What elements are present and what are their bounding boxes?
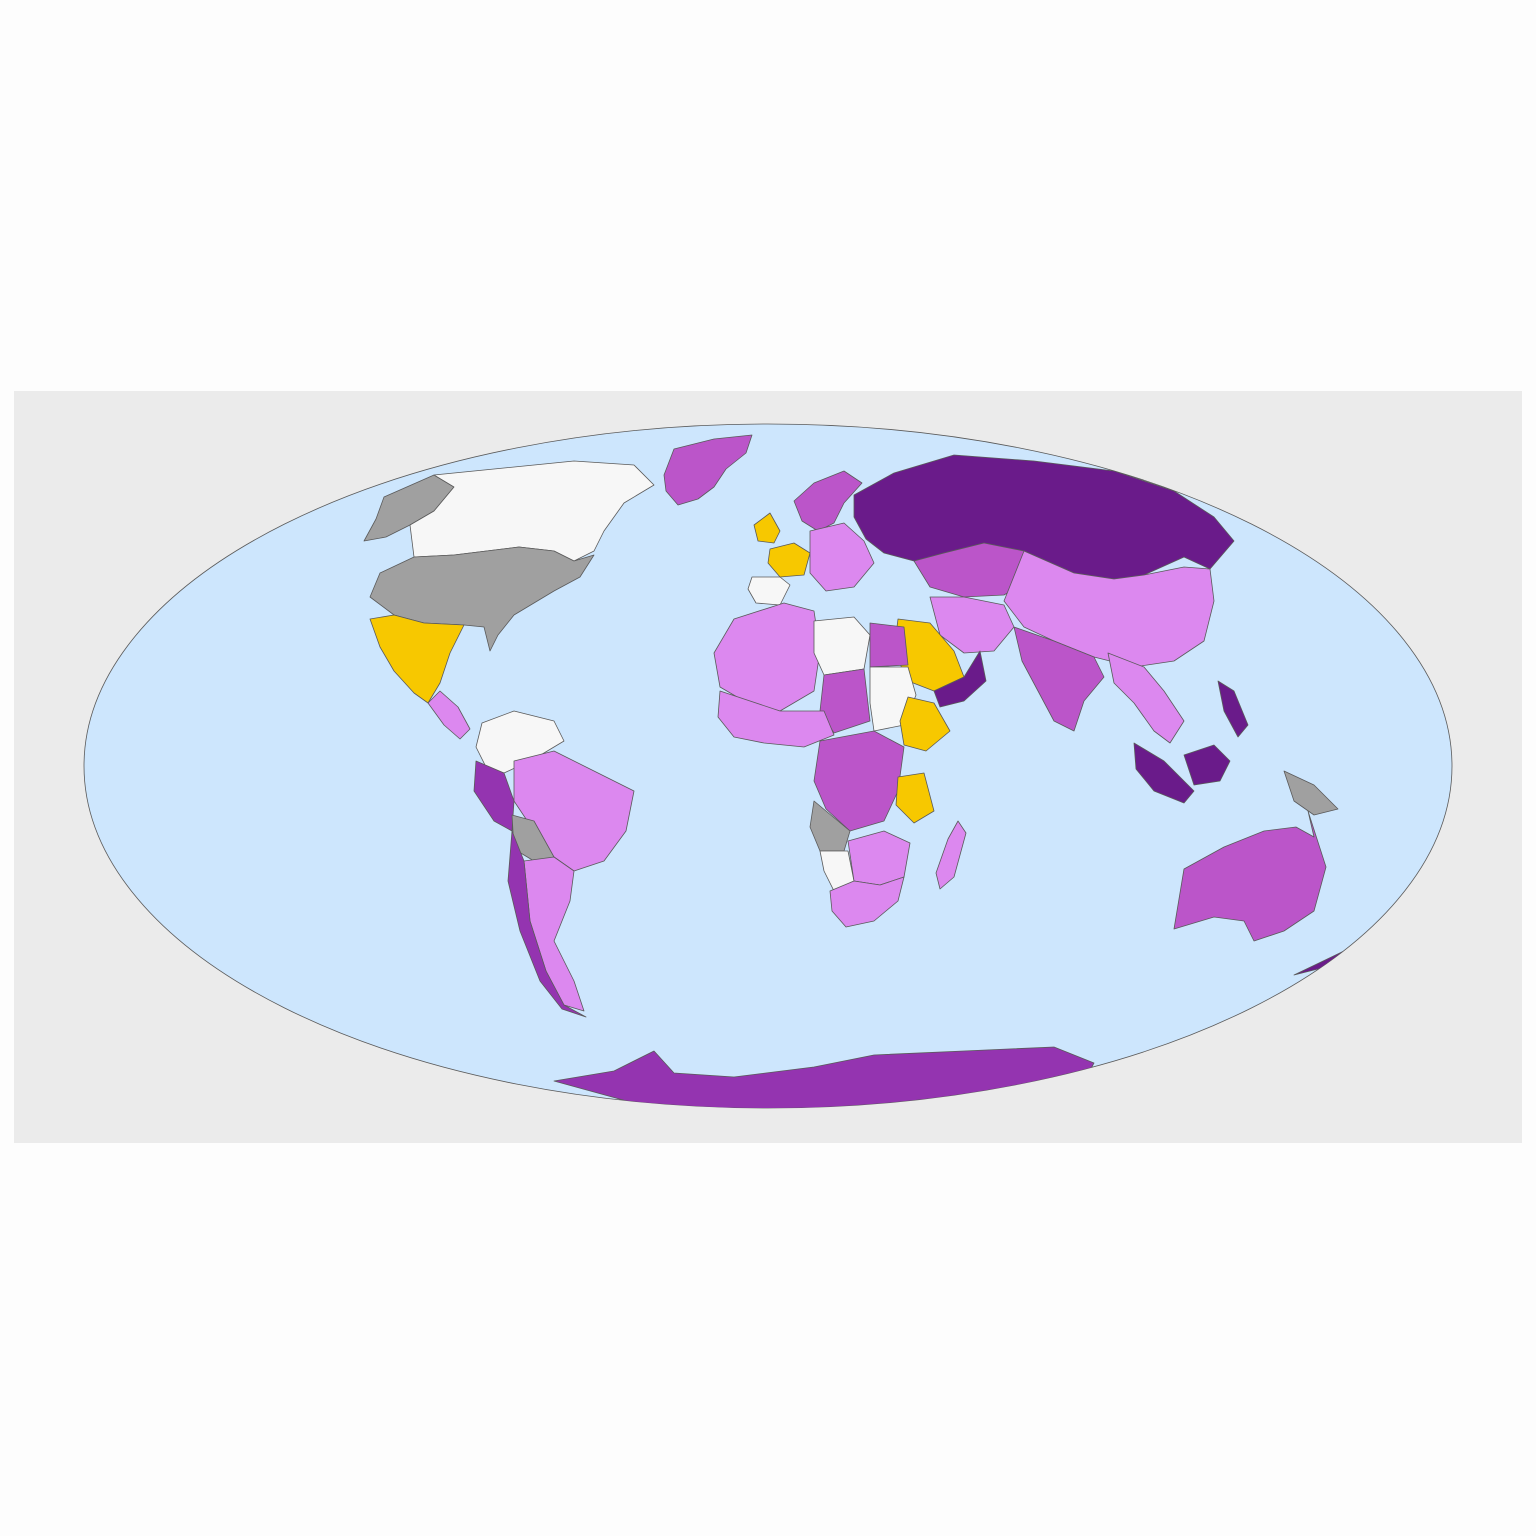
region-australia [1173, 810, 1327, 942]
region-chile [507, 830, 587, 1018]
world-map [14, 391, 1522, 1143]
land-layer [363, 434, 1371, 1108]
region-yemen-oman [933, 650, 987, 708]
region-southeast-asia [1107, 652, 1185, 744]
region-tanzania [895, 772, 935, 824]
region-west-africa [717, 690, 835, 748]
region-papua-new-guinea [1283, 770, 1339, 816]
region-philippines [1217, 680, 1249, 738]
region-madagascar [935, 820, 967, 890]
region-libya [813, 616, 871, 676]
region-dr-congo [813, 730, 905, 832]
region-united-states [369, 546, 595, 652]
region-central-america [427, 690, 471, 740]
region-china [1003, 550, 1215, 668]
region-central-europe [809, 522, 875, 592]
region-borneo [1183, 744, 1231, 786]
region-greenland [663, 434, 753, 506]
region-united-kingdom [753, 512, 781, 544]
map-panel [14, 391, 1522, 1143]
region-algeria-mali [713, 602, 821, 712]
region-india [1013, 626, 1105, 732]
region-france [767, 542, 811, 578]
region-chad [819, 668, 871, 734]
region-ethiopia [899, 696, 951, 752]
region-indonesia [1133, 742, 1195, 804]
region-mexico [369, 614, 465, 704]
region-egypt [869, 622, 909, 668]
region-south-africa [829, 876, 905, 928]
region-southern-africa [847, 830, 911, 886]
region-iran [929, 596, 1015, 654]
region-scandinavia [793, 470, 863, 532]
